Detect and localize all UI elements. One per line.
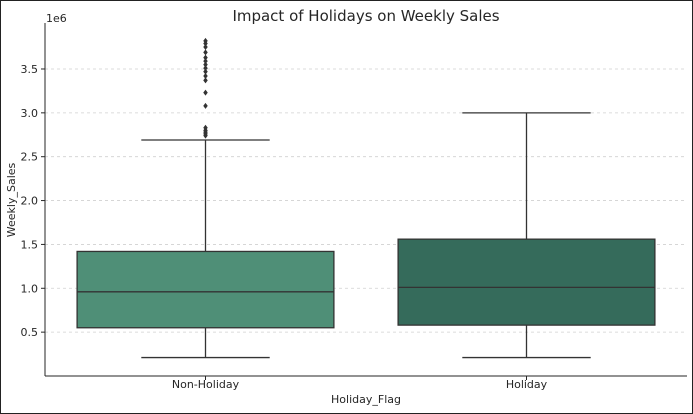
y-tick-label: 2.0 <box>21 195 39 208</box>
x-tick-label: Non-Holiday <box>172 378 240 391</box>
chart-title: Impact of Holidays on Weekly Sales <box>232 7 499 25</box>
outlier-point <box>203 89 208 96</box>
y-axis-ticks: 0.5 1.0 1.5 2.0 2.5 3.0 3.5 <box>21 63 45 339</box>
y-tick-label: 3.5 <box>21 63 39 76</box>
outlier-point <box>203 68 208 75</box>
outlier-point <box>203 102 208 109</box>
x-tick-label: Holiday <box>506 378 548 391</box>
outlier-point <box>203 73 208 79</box>
x-axis-ticks: Non-Holiday Holiday <box>172 376 548 391</box>
outlier-point <box>203 124 208 131</box>
iqr-box <box>76 250 335 329</box>
axes <box>44 23 687 377</box>
outlier-point <box>203 61 208 68</box>
outlier-point <box>203 58 208 65</box>
outlier-point <box>203 44 208 51</box>
box-series <box>76 37 656 359</box>
y-tick-label: 3.0 <box>21 107 39 120</box>
outlier-point <box>203 37 208 44</box>
box-holiday <box>397 112 656 359</box>
y-axis-offset-label: 1e6 <box>46 12 67 25</box>
y-tick-label: 2.5 <box>21 151 39 164</box>
outlier-point <box>203 54 208 61</box>
iqr-box <box>397 238 656 326</box>
y-tick-label: 1.5 <box>21 238 39 251</box>
x-axis-label: Holiday_Flag <box>331 393 401 406</box>
y-tick-label: 1.0 <box>21 282 39 295</box>
outlier-point <box>203 49 208 56</box>
y-axis-label: Weekly_Sales <box>5 162 18 237</box>
box-non-holiday <box>76 37 335 359</box>
y-tick-label: 0.5 <box>21 326 39 339</box>
outlier-point <box>203 65 208 72</box>
outlier-point <box>203 77 208 84</box>
